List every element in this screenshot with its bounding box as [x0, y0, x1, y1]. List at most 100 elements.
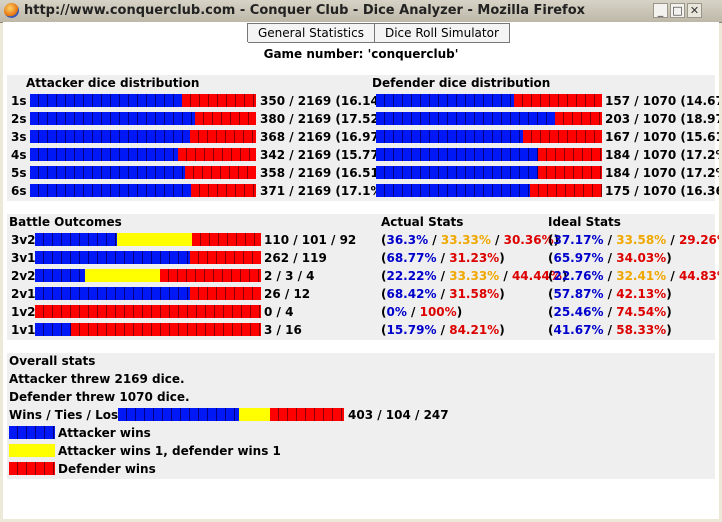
- attacker-dice-bar-red: [195, 112, 256, 125]
- attacker-dice-title: Attacker dice distribution: [26, 76, 200, 90]
- ideal-percent-blue: 41.67%: [553, 323, 604, 337]
- actual-percent-blue: 0%: [386, 305, 407, 319]
- defender-dice-bar-blue: [376, 166, 538, 179]
- legend-defender-wins: Defender wins: [58, 462, 156, 476]
- ideal-paren-close: ): [666, 323, 672, 337]
- actual-paren-close: ): [499, 323, 505, 337]
- actual-separator: /: [436, 251, 450, 265]
- attacker-dice-bar: [30, 130, 256, 143]
- defender-dice-bar-red: [530, 184, 602, 197]
- dice-face-label: 1s: [11, 94, 27, 108]
- defender-dice-bar-blue: [376, 148, 538, 161]
- ideal-stats-title: Ideal Stats: [548, 215, 621, 229]
- close-button[interactable]: ✕: [687, 3, 702, 18]
- actual-paren-open: (: [381, 251, 387, 265]
- defender-dice-count: 203 / 1070 (18.97%): [605, 112, 719, 126]
- attacker-dice-bar-blue: [30, 184, 191, 197]
- actual-separator: /: [436, 269, 450, 283]
- actual-stats: (15.79% / 84.21%): [381, 323, 505, 337]
- tab-dice-roll-simulator[interactable]: Dice Roll Simulator: [374, 23, 510, 43]
- battle-counts: 3 / 16: [264, 323, 302, 337]
- wins-ties-loses-bar: [118, 408, 344, 421]
- defender-dice-count: 184 / 1070 (17.2%): [605, 166, 719, 180]
- ideal-paren-open: (: [548, 323, 554, 337]
- actual-percent-blue: 68.77%: [386, 251, 437, 265]
- defender-dice-bar: [376, 130, 602, 143]
- ideal-stats: (37.17% / 33.58% / 29.26%): [548, 233, 719, 247]
- wtl-label: Wins / Ties / Loses: [9, 408, 134, 422]
- ideal-paren-open: (: [548, 305, 554, 319]
- ideal-paren-open: (: [548, 233, 554, 247]
- ideal-stats: (22.76% / 32.41% / 44.83%): [548, 269, 719, 283]
- attacker-dice-bar-blue: [30, 148, 178, 161]
- actual-stats: (36.3% / 33.33% / 30.36%): [381, 233, 559, 247]
- battle-bar-red: [160, 269, 261, 282]
- attacker-dice-bar-red: [190, 130, 256, 143]
- defender-dice-bar-blue: [376, 130, 523, 143]
- battle-row-label: 3v2: [11, 233, 36, 247]
- ideal-percent-blue: 25.46%: [553, 305, 604, 319]
- actual-paren-close: ): [456, 305, 463, 319]
- tab-general-statistics[interactable]: General Statistics: [248, 23, 375, 43]
- maximize-button[interactable]: □: [670, 3, 685, 18]
- actual-separator: /: [406, 305, 420, 319]
- defender-dice-count: 157 / 1070 (14.67%): [605, 94, 719, 108]
- actual-paren-close: ): [561, 269, 568, 283]
- ideal-separator: /: [603, 287, 617, 301]
- battle-counts: 2 / 3 / 4: [264, 269, 315, 283]
- battle-outcomes-title: Battle Outcomes: [9, 215, 122, 229]
- defender-dice-count: 167 / 1070 (15.61%): [605, 130, 719, 144]
- actual-percent-red: 100%: [419, 305, 457, 319]
- battle-row-label: 2v2: [11, 269, 36, 283]
- title-bar: http://www.conquerclub.com - Conquer Clu…: [0, 0, 722, 23]
- battle-outcome-bar: [35, 305, 261, 318]
- attacker-dice-count: 371 / 2169 (17.1%): [260, 184, 388, 198]
- defender-dice-bar-red: [514, 94, 602, 107]
- actual-separator: /: [490, 233, 504, 247]
- ideal-percent-red: 74.54%: [616, 305, 667, 319]
- actual-percent-blue: 68.42%: [386, 287, 437, 301]
- battle-counts: 262 / 119: [264, 251, 327, 265]
- battle-row-label: 1v1: [11, 323, 36, 337]
- attacker-dice-bar-red: [191, 184, 256, 197]
- ideal-separator: /: [666, 233, 679, 247]
- attacker-dice-count: 342 / 2169 (15.77%): [260, 148, 397, 162]
- attacker-dice-bar-red: [178, 148, 256, 161]
- legend-swatch-blue: [9, 426, 55, 439]
- battle-outcome-bar: [35, 251, 261, 264]
- actual-percent-red: 30.36%: [503, 233, 554, 247]
- minimize-button[interactable]: _: [653, 3, 668, 18]
- battle-bar-blue: [35, 251, 190, 264]
- attacker-dice-bar-red: [185, 166, 256, 179]
- tab-bar: General Statistics Dice Roll Simulator: [247, 23, 510, 43]
- overall-stats-panel: Overall stats Attacker threw 2169 dice. …: [7, 353, 715, 479]
- ideal-separator: /: [603, 269, 617, 283]
- actual-stats: (22.22% / 33.33% / 44.44%): [381, 269, 567, 283]
- defender-dice-bar-red: [555, 112, 602, 125]
- dice-face-label: 5s: [11, 166, 27, 180]
- attacker-dice-bar: [30, 184, 256, 197]
- ideal-separator: /: [603, 323, 617, 337]
- defender-dice-bar-blue: [376, 112, 555, 125]
- battle-row-label: 3v1: [11, 251, 36, 265]
- wtl-bar-yellow: [239, 408, 270, 421]
- battle-bar-red: [192, 233, 261, 246]
- ideal-paren-open: (: [548, 287, 554, 301]
- defender-dice-bar-blue: [376, 184, 530, 197]
- actual-percent-red: 44.44%: [511, 269, 562, 283]
- attacker-dice-count: 368 / 2169 (16.97%): [260, 130, 397, 144]
- attacker-threw-text: Attacker threw 2169 dice.: [9, 372, 185, 386]
- actual-paren-close: ): [553, 233, 560, 247]
- attacker-dice-bar-blue: [30, 130, 190, 143]
- actual-separator: /: [499, 269, 512, 283]
- defender-dice-bar: [376, 148, 602, 161]
- actual-separator: /: [436, 287, 450, 301]
- firefox-icon: [4, 3, 19, 18]
- actual-separator: /: [436, 323, 450, 337]
- defender-dice-bar: [376, 184, 602, 197]
- ideal-percent-red: 42.13%: [616, 287, 667, 301]
- ideal-percent-yellow: 32.41%: [616, 269, 667, 283]
- battle-counts: 0 / 4: [264, 305, 294, 319]
- ideal-separator: /: [603, 251, 617, 265]
- battle-bar-red: [71, 323, 261, 336]
